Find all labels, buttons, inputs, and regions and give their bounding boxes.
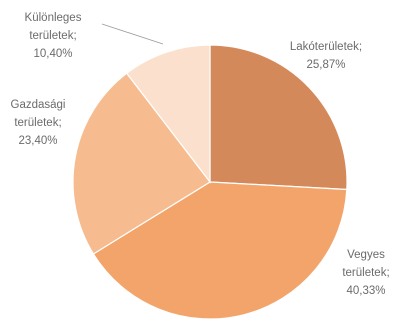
slice-label-line: Vegyes: [347, 249, 385, 261]
pie-slice-kulonleges-teruletek: [125, 44, 211, 184]
pie-slice-gazdasagi-teruletek: [72, 72, 211, 255]
pie-slice-vegyes-teruletek: [92, 181, 348, 320]
slice-label-lakoteruletek: Lakóterületek; 25,87%: [290, 41, 362, 71]
slice-label-line: Lakóterületek;: [290, 41, 362, 53]
slice-label-line: 10,40%: [33, 48, 72, 60]
slice-labels: Lakóterületek; 25,87% Vegyes területek; 40,3…: [11, 12, 390, 297]
slice-label-line: 23,40%: [18, 135, 57, 147]
slice-label-gazdasagi-teruletek: Gazdasági területek; 23,40%: [11, 99, 66, 147]
slice-label-line: 25,87%: [306, 59, 345, 71]
leader-line-kulonleges: [101, 23, 164, 45]
slice-label-line: 40,33%: [346, 285, 385, 297]
slice-label-line: területek;: [29, 30, 76, 42]
slice-label-kulonleges-teruletek: Különleges területek; 10,40%: [25, 12, 82, 60]
slice-label-line: Gazdasági: [11, 99, 66, 111]
slice-label-line: Különleges: [25, 12, 82, 24]
slice-label-line: területek;: [342, 267, 389, 279]
slice-label-vegyes-teruletek: Vegyes területek; 40,33%: [342, 249, 389, 297]
pie-slice-lakoteruletek: [209, 44, 348, 191]
slice-label-line: területek;: [14, 117, 61, 129]
pie-slices: [72, 44, 348, 320]
